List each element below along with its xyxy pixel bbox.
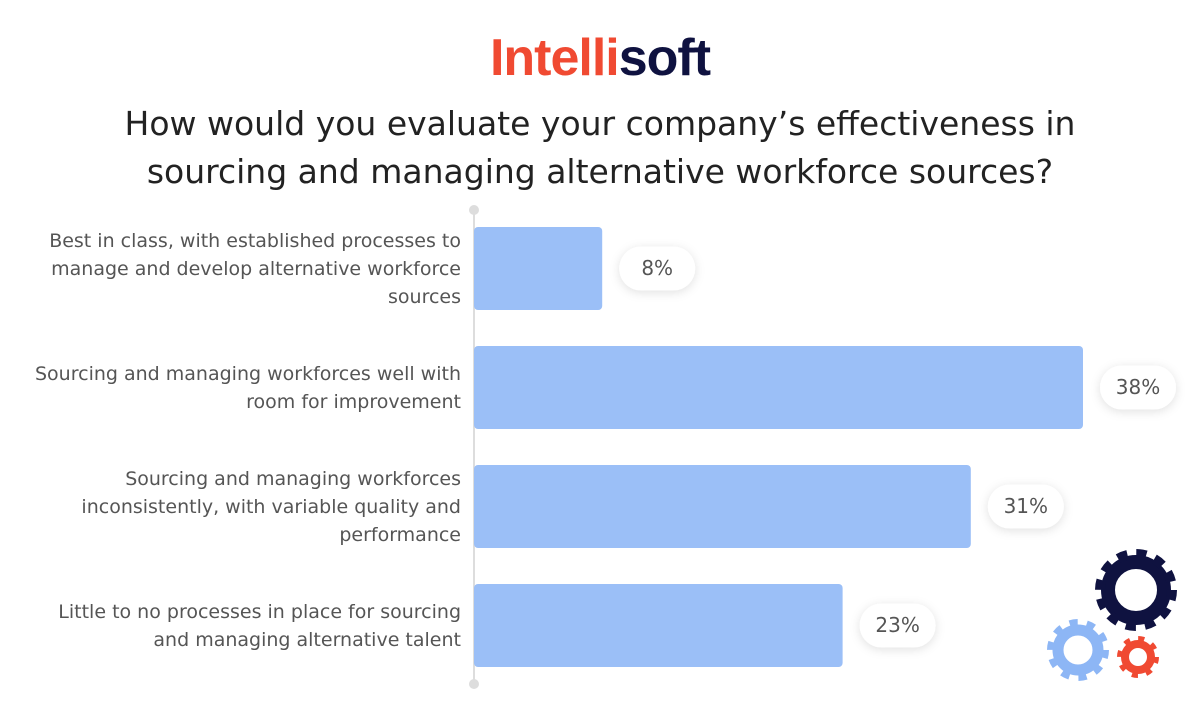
category-label: Best in class, with established processe… (49, 229, 461, 308)
logo-part: soft (618, 29, 711, 87)
axis-dot (469, 205, 479, 215)
value-pill (859, 603, 936, 648)
gear-teeth (1117, 636, 1159, 678)
bar (474, 227, 603, 310)
value-label: 31% (1004, 494, 1048, 518)
gear-ring (1052, 624, 1104, 676)
value-pill (1100, 365, 1176, 410)
category-label: Sourcing and managing workforces inconsi… (81, 467, 461, 546)
bar (474, 465, 971, 548)
chart-title: How would you evaluate your company’s ef… (124, 104, 1076, 191)
value-label: 23% (875, 613, 919, 637)
value-label: 8% (641, 256, 673, 280)
gear-teeth (1095, 549, 1177, 631)
gear-ring (1121, 640, 1155, 674)
value-pill (619, 246, 696, 291)
gear-ring (1101, 555, 1171, 625)
value-pill (987, 484, 1064, 529)
value-label: 38% (1116, 375, 1160, 399)
gears (1047, 549, 1177, 681)
axis-dot (469, 679, 479, 689)
bar (474, 346, 1083, 429)
bar (474, 584, 843, 667)
logo-part: Intelli (489, 29, 620, 87)
category-label: Sourcing and managing workforces well wi… (35, 362, 461, 413)
gear-teeth (1047, 619, 1109, 681)
category-label: Little to no processes in place for sour… (58, 600, 461, 651)
logo: Intellisoft (0, 28, 1200, 88)
